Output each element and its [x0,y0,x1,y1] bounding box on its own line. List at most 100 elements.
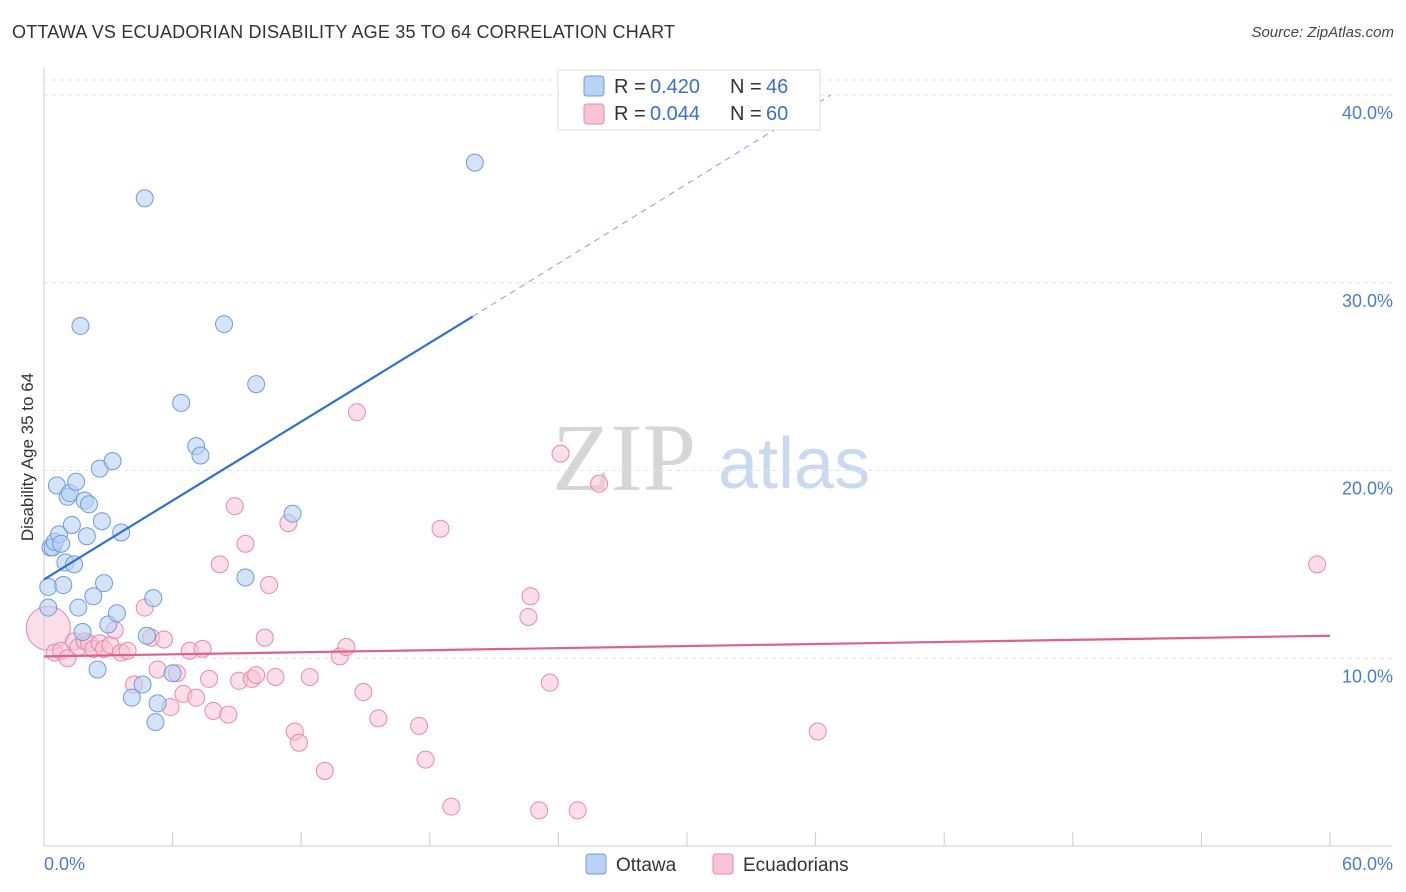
ottawa-trend-extension [472,94,831,318]
ottawa-point [146,713,165,732]
ecuadorian-point [315,761,334,780]
y-tick-label: 20.0% [1342,479,1393,499]
ecuadorian-point [568,801,587,820]
ecuadorian-point [808,722,827,741]
ottawa-point [172,393,191,412]
ecuadorian-point [300,668,319,687]
ottawa-point [54,576,73,595]
ecuadorian-point [590,474,609,493]
ecuadorian-point [200,669,219,688]
ottawa-point [88,660,107,679]
ecuadorian-point [540,673,559,692]
ottawa-point [215,315,234,334]
ecuadorian-point [219,705,238,724]
ecuadorian-point [410,716,429,735]
ottawa-point [247,375,266,394]
ottawa-point [135,189,154,208]
ecuadorian-point [347,403,366,422]
ottawa-point [236,568,255,587]
ottawa-point [65,555,84,574]
ottawa-point [95,574,114,593]
legend-n-value-ottawa: 46 [766,76,788,98]
series-legend-swatch-ecuadorian [712,853,734,875]
ecuadorian-point [1308,555,1327,574]
ottawa-point [191,446,210,465]
ecuadorian-point [354,683,373,702]
ottawa-point [122,688,141,707]
legend-swatch-ottawa [583,75,605,97]
ottawa-point [92,512,111,531]
ottawa-point [39,598,58,617]
ecuadorian-point [551,444,570,463]
ecuadorian-point [530,801,549,820]
legend-n-label-ottawa: N = [730,76,767,98]
ottawa-point [144,589,163,608]
ecuadorian-point [266,668,285,687]
series-legend-swatch-ottawa [585,853,607,875]
ecuadorian-point [236,534,255,553]
ottawa-point [103,452,122,471]
ecuadorian-point [260,576,279,595]
ottawa-points [39,153,484,732]
ottawa-point [77,527,96,546]
ecuadorian-trend-line [43,634,1331,658]
x-tick-label-min: 0.0% [44,854,85,874]
ecuadorian-point [118,641,137,660]
ottawa-point [39,577,58,596]
legend-n-value-ecuadorian: 60 [766,103,788,125]
y-tick-label: 30.0% [1342,291,1393,311]
x-tick-label-max: 60.0% [1342,854,1393,874]
correlation-legend: R = 0.420 N = 46 R = 0.044 N = 60 [557,69,821,131]
y-axis-title: Disability Age 35 to 64 [18,373,37,541]
chart-title: OTTAWA VS ECUADORIAN DISABILITY AGE 35 T… [12,22,676,42]
ecuadorian-point [369,709,388,728]
ottawa-point [71,316,90,335]
ecuadorian-point [210,555,229,574]
ecuadorian-point [58,649,77,668]
trend-layer [43,94,1331,658]
ecuadorian-point [187,688,206,707]
ecuadorian-point [148,660,167,679]
ecuadorian-point [155,630,174,649]
ecuadorian-point [416,750,435,769]
ecuadorian-point [204,701,223,720]
series-legend: Ottawa Ecuadorians [585,853,849,876]
ottawa-point [62,515,81,534]
legend-n-label-ecuadorian: N = [730,103,767,125]
ecuadorian-point [337,637,356,656]
legend-r-label-ottawa: R = [614,76,651,98]
legend-r-value-ecuadorian: 0.044 [650,103,700,125]
series-legend-label-ecuadorian: Ecuadorians [743,855,849,876]
ecuadorian-point [247,666,266,685]
watermark-atlas: atlas [718,424,870,504]
legend-r-label-ecuadorian: R = [614,103,651,125]
ecuadorian-point [519,607,538,626]
legend-swatch-ecuadorian [583,103,605,125]
y-tick-label: 40.0% [1342,103,1393,123]
ottawa-point [465,153,484,172]
ottawa-point [69,598,88,617]
ottawa-point [52,534,71,553]
y-tick-label: 10.0% [1342,666,1393,686]
ottawa-point [73,622,92,641]
ottawa-point [133,675,152,694]
ticks-layer: 10.0% 20.0% 30.0% 40.0% [43,103,1393,846]
ecuadorian-point [431,519,450,538]
source-label: Source: ZipAtlas.com [1251,24,1394,41]
ecuadorian-point [521,587,540,606]
ottawa-trend-line [43,315,474,581]
ottawa-point [137,626,156,645]
ecuadorian-point [225,497,244,516]
legend-r-value-ottawa: 0.420 [650,76,700,98]
ecuadorian-point [290,733,309,752]
ottawa-point [148,694,167,713]
ottawa-point [107,604,126,623]
ottawa-point [163,664,182,683]
series-legend-label-ottawa: Ottawa [616,855,677,876]
ottawa-point [283,504,302,523]
ottawa-point [80,495,99,514]
watermark-zip: ZIP [552,404,696,511]
ottawa-point [67,472,86,491]
ecuadorian-point [255,628,274,647]
